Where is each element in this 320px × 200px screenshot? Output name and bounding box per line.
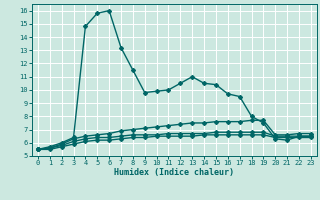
X-axis label: Humidex (Indice chaleur): Humidex (Indice chaleur) — [115, 168, 234, 177]
